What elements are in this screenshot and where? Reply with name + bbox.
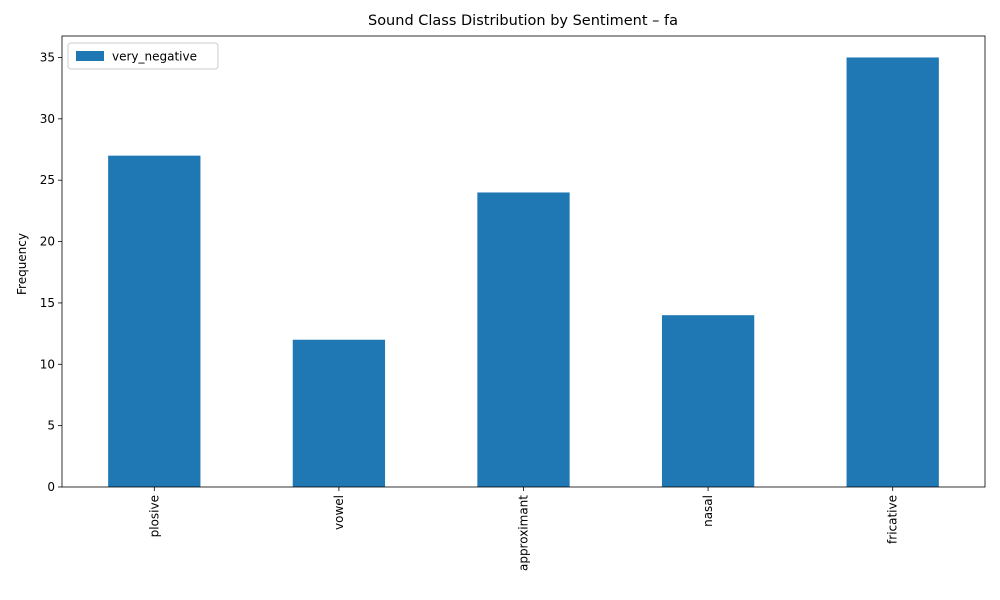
legend-swatch bbox=[76, 51, 104, 61]
axes-frame bbox=[61, 35, 986, 488]
x-tick-label-vowel: vowel bbox=[332, 495, 346, 530]
y-axis-label: Frequency bbox=[15, 233, 29, 295]
bar-approximant bbox=[477, 192, 570, 487]
x-tick-label-nasal: nasal bbox=[701, 495, 715, 527]
plot-area: 0 5 10 15 20 25 30 35 plosive vowel approximant nas… bbox=[40, 35, 986, 571]
y-tick-label: 35 bbox=[40, 50, 55, 64]
chart-title: Sound Class Distribution by Sentiment – … bbox=[368, 13, 678, 29]
y-tick-label: 5 bbox=[47, 419, 55, 433]
legend: very_negative bbox=[67, 42, 219, 70]
legend-label: very_negative bbox=[112, 50, 197, 64]
bar-vowel bbox=[292, 339, 386, 487]
y-tick-label: 20 bbox=[40, 235, 55, 249]
y-tick-label: 15 bbox=[40, 296, 55, 310]
x-tick-label-fricative: fricative bbox=[886, 495, 900, 544]
y-tick-label: 10 bbox=[40, 357, 55, 371]
bar-fricative bbox=[846, 57, 939, 487]
y-tick-label: 0 bbox=[47, 480, 55, 494]
bar-plosive bbox=[108, 155, 201, 487]
y-tick-label: 30 bbox=[40, 112, 55, 126]
legend-box bbox=[67, 42, 219, 70]
x-tick-label-plosive: plosive bbox=[147, 495, 161, 537]
x-tick-label-approximant: approximant bbox=[517, 495, 531, 571]
bar-nasal bbox=[661, 315, 755, 487]
y-tick-label: 25 bbox=[40, 173, 55, 187]
